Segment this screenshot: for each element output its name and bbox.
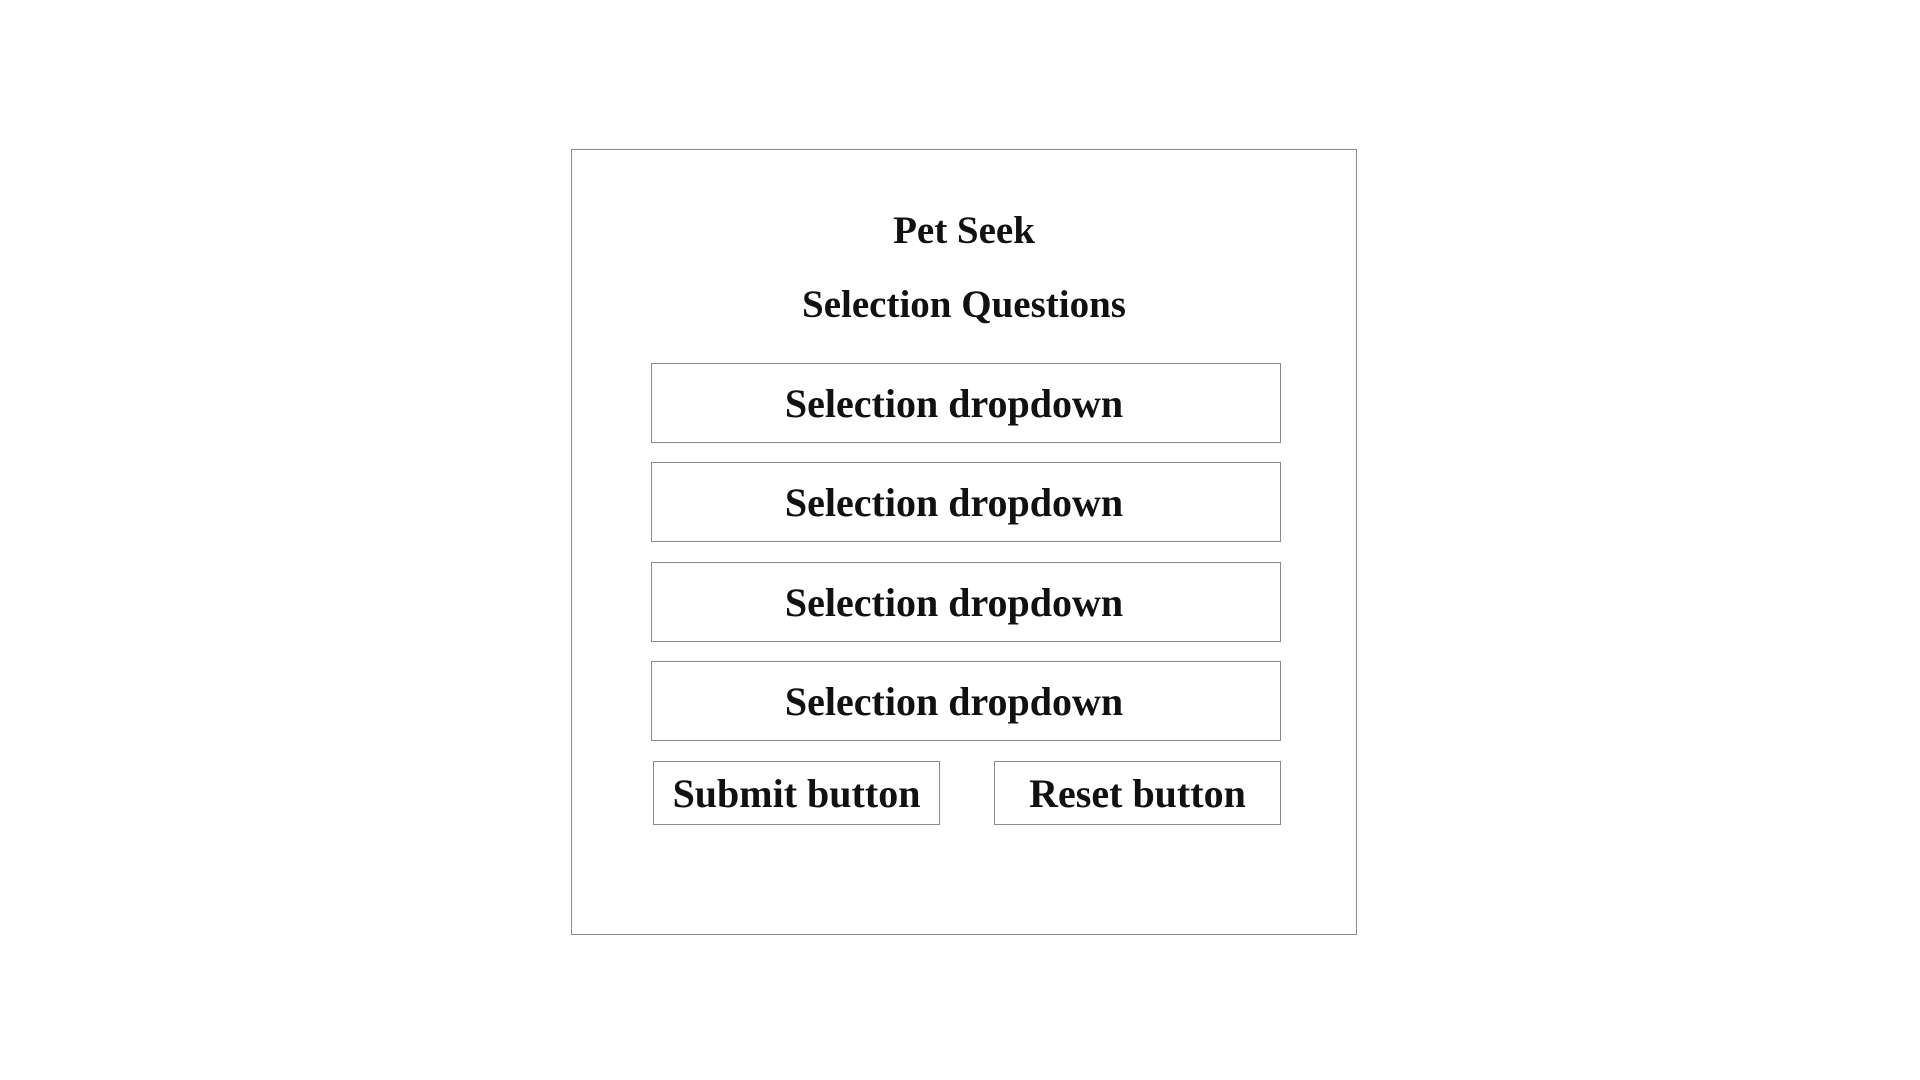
selection-dropdown-label: Selection dropdown — [784, 479, 1124, 525]
selection-dropdown-4[interactable]: Selection dropdown — [651, 661, 1281, 741]
selection-dropdown-label: Selection dropdown — [784, 380, 1124, 426]
selection-dropdown-2[interactable]: Selection dropdown — [651, 462, 1281, 542]
selection-dropdown-1[interactable]: Selection dropdown — [651, 363, 1281, 443]
page-subtitle: Selection Questions — [802, 283, 1126, 326]
reset-button[interactable]: Reset button — [994, 761, 1281, 825]
submit-button[interactable]: Submit button — [653, 761, 940, 825]
selection-dropdown-label: Selection dropdown — [784, 579, 1124, 625]
app-title: Pet Seek — [893, 209, 1035, 252]
selection-dropdown-label: Selection dropdown — [784, 678, 1124, 724]
selection-dropdown-3[interactable]: Selection dropdown — [651, 562, 1281, 642]
wireframe-container: Pet Seek Selection Questions Selection d… — [571, 149, 1357, 935]
